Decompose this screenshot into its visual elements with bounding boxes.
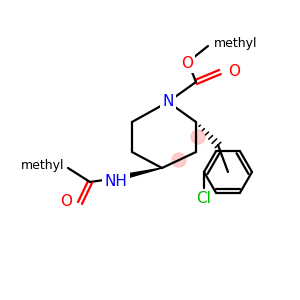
Text: NH: NH [105, 173, 128, 188]
Text: methyl: methyl [20, 160, 64, 172]
Text: O: O [60, 194, 72, 209]
Circle shape [172, 153, 186, 167]
Text: O: O [228, 64, 240, 80]
Text: O: O [181, 56, 193, 70]
Circle shape [191, 130, 205, 144]
Text: Cl: Cl [196, 191, 211, 206]
Text: N: N [162, 94, 174, 109]
Text: methyl: methyl [214, 38, 257, 50]
Polygon shape [117, 168, 162, 180]
